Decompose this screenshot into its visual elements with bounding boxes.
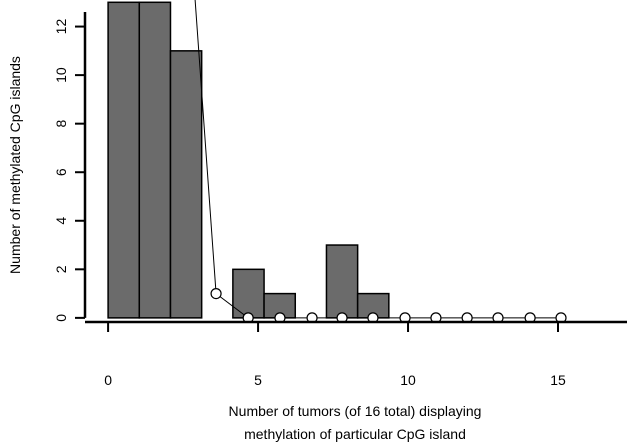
x-tick-label: 0 (104, 372, 112, 388)
overlay-point (399, 312, 411, 322)
x-tick-label: 15 (550, 372, 566, 388)
overlay-point (461, 312, 473, 322)
overlay-point (306, 312, 318, 322)
bar (138, 1, 172, 319)
bar (325, 244, 359, 319)
overlay-point (492, 312, 504, 322)
y-tick-label: 12 (53, 19, 69, 35)
overlay-point (274, 312, 286, 322)
y-tick-label: 10 (53, 67, 69, 83)
bar (107, 1, 141, 319)
y-tick-label: 8 (53, 120, 69, 128)
overlay-point (367, 312, 379, 322)
overlay-point (210, 287, 222, 300)
y-tick-label: 6 (53, 168, 69, 176)
y-axis-label: Number of methylated CpG islands (7, 56, 23, 274)
plot-area (107, 0, 567, 322)
overlay-point (336, 312, 348, 322)
bar (232, 268, 265, 319)
x-axis-label: Number of tumors (of 16 total) displayin… (229, 403, 482, 419)
overlay-point (242, 312, 254, 322)
bar (169, 50, 203, 319)
x-axis-label: methylation of particular CpG island (244, 426, 466, 442)
overlay-point (430, 312, 442, 322)
y-tick-label: 4 (53, 217, 69, 225)
y-tick-label: 2 (53, 265, 69, 273)
x-tick-label: 10 (400, 372, 416, 388)
y-tick-label: 0 (53, 314, 69, 322)
overlay-point (555, 312, 567, 322)
overlay-point (524, 312, 536, 322)
x-tick-label: 5 (254, 372, 262, 388)
